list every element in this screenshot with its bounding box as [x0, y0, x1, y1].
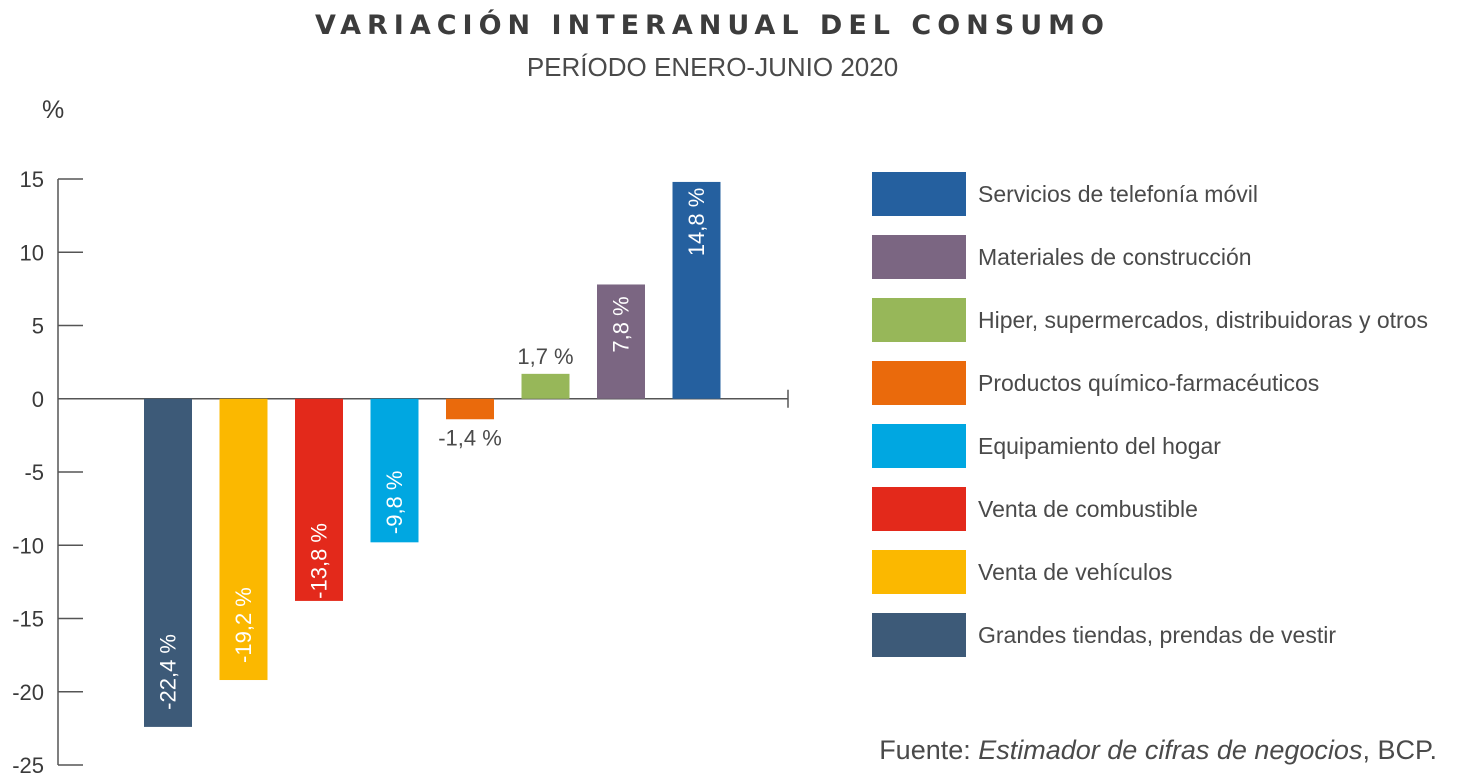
- legend-swatch: [872, 613, 966, 657]
- legend-item: Hiper, supermercados, distribuidoras y o…: [872, 298, 1472, 342]
- chart-title: VARIACIÓN INTERANUAL DEL CONSUMO: [315, 10, 1110, 41]
- legend-label: Venta de vehículos: [978, 559, 1173, 585]
- legend-label: Equipamiento del hogar: [978, 433, 1221, 459]
- data-label: 7,8 %: [609, 296, 634, 352]
- legend-item: Grandes tiendas, prendas de vestir: [872, 613, 1472, 657]
- legend-item: Materiales de construcción: [872, 235, 1472, 279]
- legend-item: Productos químico-farmacéuticos: [872, 361, 1472, 405]
- legend-swatch: [872, 550, 966, 594]
- bar: [446, 398, 494, 420]
- data-label: -13,8 %: [307, 523, 332, 599]
- legend-label: Productos químico-farmacéuticos: [978, 370, 1320, 396]
- legend-item: Venta de vehículos: [872, 550, 1472, 594]
- legend-item: Servicios de telefonía móvil: [872, 172, 1472, 216]
- legend-swatch: [872, 424, 966, 468]
- data-label: -19,2 %: [231, 587, 256, 663]
- data-label: -22,4 %: [156, 634, 181, 710]
- chart-subtitle: PERÍODO ENERO-JUNIO 2020: [526, 52, 899, 82]
- y-tick-label: 10: [20, 240, 44, 265]
- data-label: -9,8 %: [382, 471, 407, 535]
- y-tick-label: 5: [32, 314, 44, 339]
- y-tick-label: -20: [12, 680, 44, 705]
- legend-label: Grandes tiendas, prendas de vestir: [978, 622, 1336, 648]
- y-tick-label: -25: [12, 753, 44, 778]
- y-tick-label: -5: [24, 460, 44, 485]
- bar: [521, 373, 570, 399]
- bar: [672, 181, 721, 399]
- legend-label: Hiper, supermercados, distribuidoras y o…: [978, 307, 1428, 333]
- y-axis-unit: %: [42, 96, 65, 124]
- legend-swatch: [872, 172, 966, 216]
- y-tick-label: -10: [12, 533, 44, 558]
- legend-swatch: [872, 235, 966, 279]
- bar: [370, 398, 419, 543]
- data-label: -1,4 %: [438, 425, 502, 450]
- y-tick-label: 15: [20, 167, 44, 192]
- legend-label: Materiales de construcción: [978, 244, 1252, 270]
- bar: [144, 398, 192, 727]
- legend-item: Equipamiento del hogar: [872, 424, 1472, 468]
- bar: [597, 284, 645, 399]
- legend-item: Venta de combustible: [872, 487, 1472, 531]
- legend-swatch: [872, 298, 966, 342]
- legend-swatch: [872, 487, 966, 531]
- bar: [219, 398, 268, 681]
- legend-label: Venta de combustible: [978, 496, 1198, 522]
- y-tick-label: -15: [12, 607, 44, 632]
- legend-swatch: [872, 361, 966, 405]
- data-label: 14,8 %: [684, 188, 709, 257]
- bar: [295, 398, 343, 601]
- legend-label: Servicios de telefonía móvil: [978, 181, 1258, 207]
- source-prefix: Fuente:: [879, 735, 979, 765]
- data-label: 1,7 %: [517, 344, 573, 369]
- source-note: Fuente: Estimador de cifras de negocios,…: [879, 735, 1437, 766]
- source-suffix: , BCP.: [1362, 735, 1437, 765]
- source-title: Estimador de cifras de negocios: [978, 735, 1363, 765]
- y-tick-label: 0: [32, 387, 44, 412]
